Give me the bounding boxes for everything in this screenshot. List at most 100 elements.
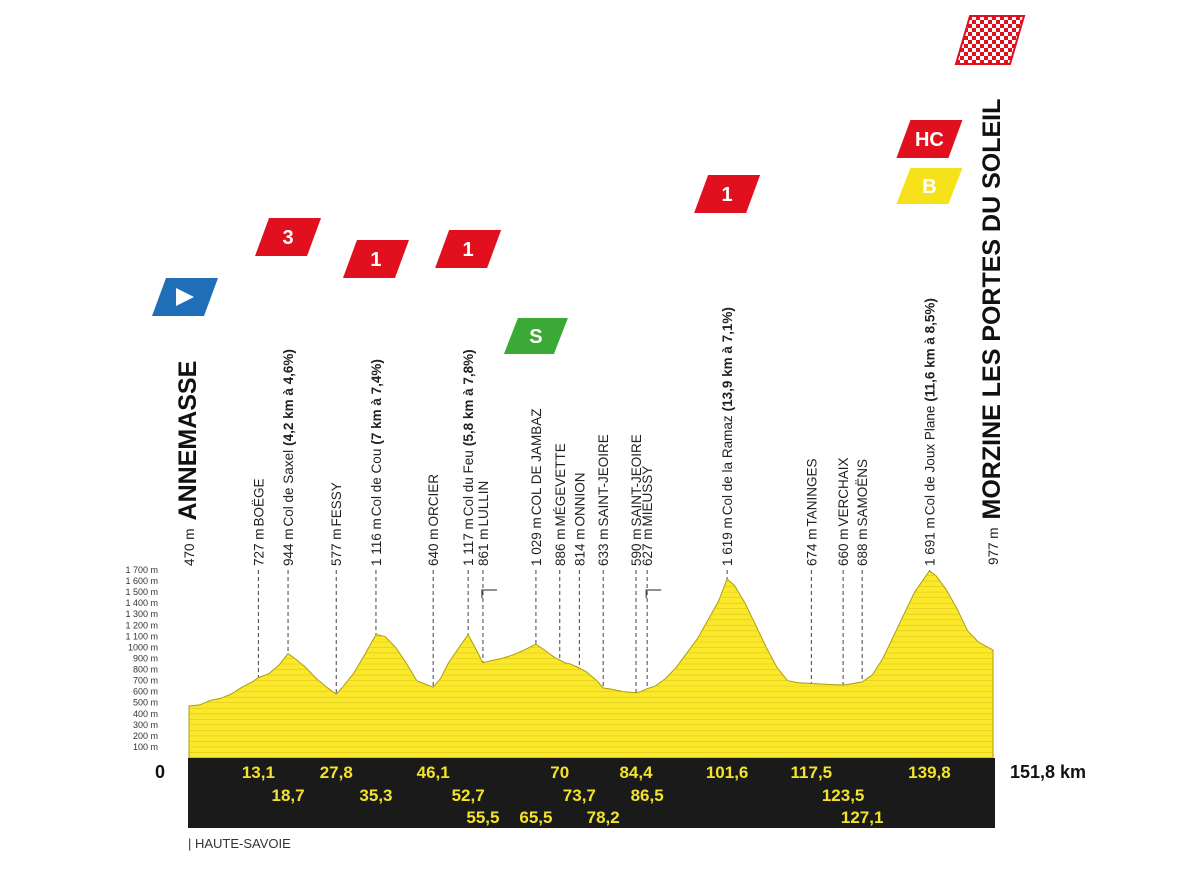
km-label: 139,8 [908, 763, 951, 782]
y-tick-label: 1 500 m [125, 587, 158, 597]
marker-label-group: 688 m SAMOËNS [855, 459, 870, 566]
marker-altitude: 1 691 m [922, 517, 937, 566]
marker-label-group: 640 m ORCIER [426, 474, 441, 566]
flag-label: 1 [722, 184, 733, 206]
marker-altitude: 640 m [426, 528, 441, 566]
km-label: 84,4 [619, 763, 653, 782]
km-label: 73,7 [563, 786, 596, 805]
climb-detail: (5,8 km à 7,8%) [461, 349, 476, 446]
marker-altitude: 660 m [836, 528, 851, 566]
climb-detail: (11,6 km à 8,5%) [922, 298, 937, 402]
marker-label-group: 470 m ANNEMASSE [174, 361, 202, 566]
y-tick-label: 1 700 m [125, 565, 158, 575]
marker-label-group: 577 m FESSY [329, 482, 344, 566]
km-label: 46,1 [417, 763, 450, 782]
km-label: 52,7 [452, 786, 485, 805]
y-tick-label: 100 m [133, 742, 158, 752]
marker-label-group: 977 m MORZINE LES PORTES DU SOLEIL [978, 99, 1006, 565]
marker-name: COL DE JAMBAZ [529, 408, 544, 515]
marker-label-group: 1 619 m Col de la Ramaz (13,9 km à 7,1%) [720, 307, 735, 566]
marker-altitude: 688 m [855, 528, 870, 566]
y-tick-label: 500 m [133, 698, 158, 708]
marker-altitude: 944 m [281, 528, 296, 566]
marker-altitude: 633 m [596, 528, 611, 566]
marker-label-group: 1 691 m Col de Joux Plane (11,6 km à 8,5%… [922, 298, 937, 566]
marker-altitude: 590 m [629, 528, 644, 566]
km-label: 86,5 [631, 786, 664, 805]
marker-name: TANINGES [804, 458, 819, 526]
marker-name: Col de Saxel [281, 450, 296, 527]
marker-name: Col de Cou [369, 449, 384, 517]
marker-label-group: 727 m BOËGE [251, 478, 266, 566]
km-label: 127,1 [841, 808, 884, 827]
marker-name: SAINT-JEOIRE [596, 434, 611, 526]
km-label: 27,8 [320, 763, 353, 782]
marker-label-group: 674 m TANINGES [804, 458, 819, 566]
category-flags: 3 1 1 S 1 HC B [152, 15, 1026, 354]
flag-label: S [529, 326, 542, 348]
start-town-label: ANNEMASSE [174, 361, 202, 521]
label-elbow [645, 589, 662, 598]
climb-detail: (4,2 km à 4,6%) [281, 349, 296, 446]
km-label: 65,5 [519, 808, 552, 827]
flag-label: 1 [370, 249, 381, 271]
km-label-start: 0 [155, 762, 165, 782]
km-band-bg [188, 758, 995, 828]
marker-label-group: 1 029 m COL DE JAMBAZ [529, 408, 544, 566]
marker-name: VERCHAIX [836, 457, 851, 526]
y-tick-label: 1 100 m [125, 631, 158, 641]
km-label: 70 [550, 763, 569, 782]
km-label: 13,1 [242, 763, 275, 782]
y-tick-label: 1000 m [128, 642, 158, 652]
finish-town-label: MORZINE LES PORTES DU SOLEIL [978, 99, 1006, 520]
marker-labels: 470 m ANNEMASSE 727 m BOËGE 944 m Col de S… [174, 99, 1006, 598]
marker-altitude: 977 m [986, 527, 1001, 565]
flag-bonus [896, 168, 963, 204]
y-tick-label: 1 200 m [125, 620, 158, 630]
flag-label: B [922, 176, 936, 198]
marker-altitude: 886 m [553, 528, 568, 566]
marker-altitude: 470 m [182, 528, 197, 566]
marker-name: Col de Joux Plane [922, 406, 937, 516]
marker-name: ORCIER [426, 474, 441, 527]
km-label: 101,6 [706, 763, 749, 782]
marker-label-group: 886 m MÉGEVETTE [553, 443, 568, 566]
marker-name: Col de la Ramaz [720, 415, 735, 515]
km-label: 18,7 [271, 786, 304, 805]
y-tick-label: 200 m [133, 731, 158, 741]
marker-altitude: 674 m [804, 528, 819, 566]
marker-label-group: 660 m VERCHAIX [836, 457, 851, 566]
marker-altitude: 814 m [572, 528, 587, 566]
marker-label-group: 814 m ONNION [572, 472, 587, 566]
marker-altitude: 577 m [329, 528, 344, 566]
y-tick-label: 400 m [133, 709, 158, 719]
flag-cat [435, 230, 502, 268]
climb-detail: (13,9 km à 7,1%) [720, 307, 735, 411]
km-label: 78,2 [587, 808, 620, 827]
y-tick-label: 1 400 m [125, 598, 158, 608]
km-band: 0 13,1 18,7 27,8 35,3 46,152,7 55,5 65,5 70 73,7 7… [155, 758, 1086, 828]
km-label-finish: 151,8 km [1010, 762, 1086, 782]
marker-name: MÉGEVETTE [553, 443, 568, 526]
flag-cat [896, 120, 963, 158]
km-label: 123,5 [822, 786, 865, 805]
marker-altitude: 861 m [476, 528, 491, 566]
climb-detail: (7 km à 7,4%) [369, 359, 384, 445]
y-tick-label: 900 m [133, 653, 158, 663]
flag-cat [694, 175, 761, 213]
marker-name: FESSY [329, 482, 344, 526]
y-tick-label: 800 m [133, 665, 158, 675]
marker-altitude: 1 029 m [529, 517, 544, 566]
y-tick-label: 1 300 m [125, 609, 158, 619]
marker-label-group: 1 117 m Col du Feu (5,8 km à 7,8%) [461, 349, 476, 566]
marker-label-group: 944 m Col de Saxel (4,2 km à 4,6%) [281, 349, 296, 566]
elevation-series [188, 570, 994, 759]
y-tick-label: 700 m [133, 676, 158, 686]
marker-name: SAINT-JEOIRE [629, 434, 644, 526]
marker-altitude: 727 m [251, 528, 266, 566]
km-label: 117,5 [791, 763, 833, 782]
flag-cat [342, 240, 409, 278]
marker-name: ONNION [572, 472, 587, 526]
label-elbow [481, 589, 497, 598]
